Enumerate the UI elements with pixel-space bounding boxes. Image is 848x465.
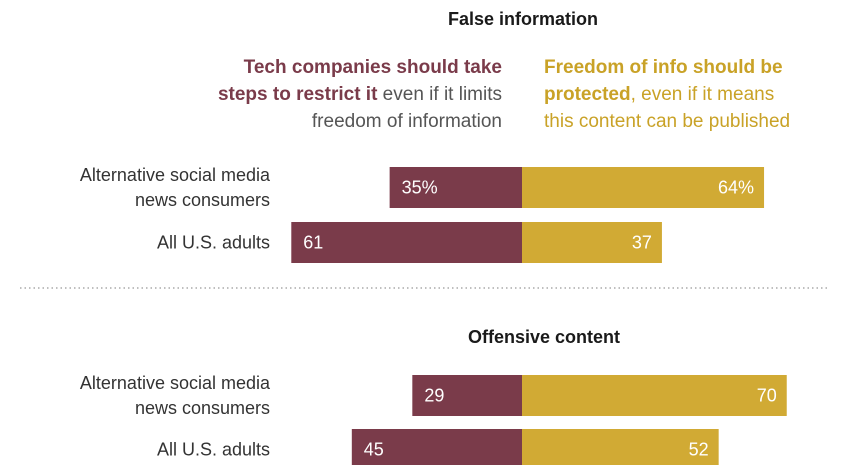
row-label-line: Alternative social media — [80, 373, 271, 393]
bar-label-restrict-0-0: 35% — [402, 178, 438, 198]
bar-restrict-0-0 — [389, 167, 522, 208]
row-label-line: All U.S. adults — [157, 440, 270, 460]
bar-freedom-1-0 — [522, 375, 787, 416]
row-label-1-1: All U.S. adults — [157, 440, 270, 460]
panel-offensive-content: Alternative social media news consumers 29… — [80, 373, 787, 465]
legend-restrict-line2-bold: steps to restrict it — [218, 84, 378, 105]
bar-label-freedom-0-0: 64% — [718, 178, 754, 198]
legend-freedom-line2: protected, even if it means — [544, 84, 774, 105]
row-label-line: news consumers — [135, 190, 270, 210]
row-label-1-0: Alternative social media news consumers — [80, 373, 271, 418]
legend-restrict-line3: freedom of information — [312, 111, 502, 132]
row-label-line: Alternative social media — [80, 165, 271, 185]
legend-freedom-line1: Freedom of info should be — [544, 57, 783, 78]
legend-freedom-line2-bold: protected — [544, 84, 631, 105]
bar-label-freedom-1-1: 52 — [689, 440, 709, 460]
bar-label-restrict-1-0: 29 — [424, 386, 444, 406]
legend-freedom-line2-rest: , even if it means — [631, 84, 775, 105]
legend-freedom: Freedom of info should be protected, eve… — [544, 57, 790, 132]
panel-title-offensive-content: Offensive content — [468, 327, 620, 347]
row-label-0-0: Alternative social media news consumers — [80, 165, 271, 210]
legend-restrict: Tech companies should take steps to rest… — [218, 57, 502, 132]
legend-restrict-line1: Tech companies should take — [244, 57, 502, 78]
bar-label-freedom-1-0: 70 — [757, 386, 777, 406]
row-label-0-1: All U.S. adults — [157, 233, 270, 253]
bar-freedom-1-1 — [522, 429, 719, 465]
legend-restrict-line2: steps to restrict it even if it limits — [218, 84, 502, 105]
legend-freedom-line3: this content can be published — [544, 111, 790, 132]
bar-restrict-1-0 — [412, 375, 522, 416]
row-label-line: All U.S. adults — [157, 233, 270, 253]
panel-title-false-information: False information — [448, 9, 598, 29]
bar-label-restrict-0-1: 61 — [303, 233, 323, 253]
bar-freedom-0-0 — [522, 167, 765, 208]
bar-label-freedom-0-1: 37 — [632, 233, 652, 253]
bar-label-restrict-1-1: 45 — [364, 440, 384, 460]
bar-restrict-1-1 — [351, 429, 522, 465]
bar-freedom-0-1 — [522, 222, 662, 263]
legend-restrict-line2-rest: even if it limits — [377, 84, 502, 105]
panel-false-information: Alternative social media news consumers 35… — [80, 165, 765, 263]
row-label-line: news consumers — [135, 398, 270, 418]
bar-restrict-0-1 — [291, 222, 522, 263]
